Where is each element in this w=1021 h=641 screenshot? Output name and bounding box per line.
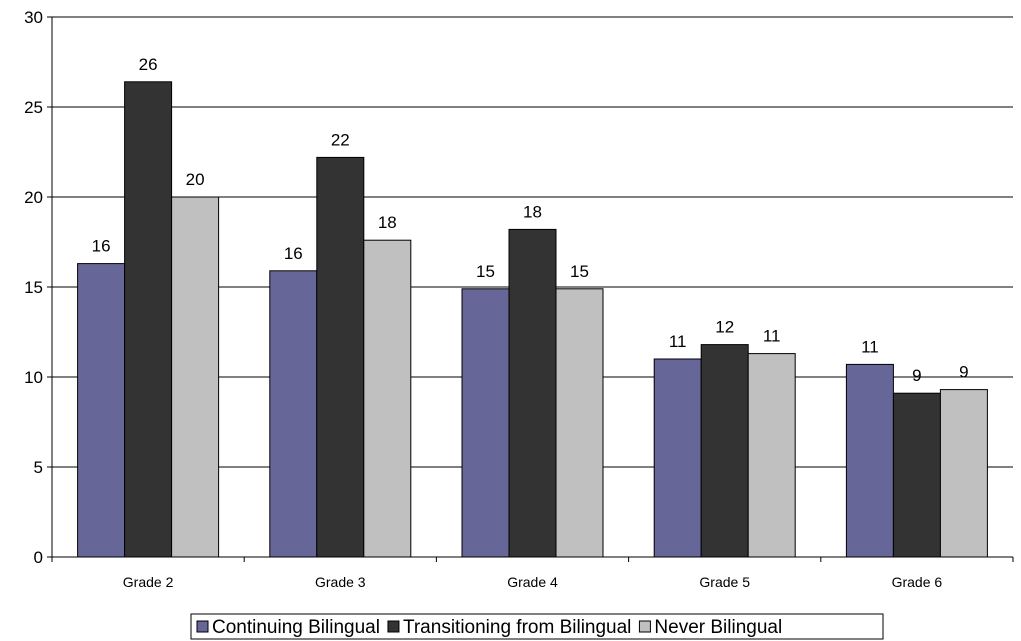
legend: Continuing Bilingual Transitioning from B… — [190, 613, 884, 640]
y-tick-label: 15 — [24, 278, 43, 297]
legend-label: Continuing Bilingual — [212, 617, 380, 638]
y-tick-label: 10 — [24, 368, 43, 387]
data-label: 16 — [92, 237, 111, 256]
x-axis-ticks: Grade 2 Grade 3 Grade 4 Grade 5 Grade 6 — [51, 557, 1014, 590]
data-label: 12 — [715, 318, 734, 337]
legend-swatch — [196, 620, 209, 633]
y-tick-label: 0 — [34, 548, 43, 567]
legend-label: Transitioning from Bilingual — [403, 617, 631, 638]
x-tick-label: Grade 3 — [315, 574, 366, 590]
axes — [51, 17, 1013, 558]
data-label: 11 — [861, 337, 879, 356]
bar — [700, 344, 749, 558]
bar — [939, 389, 988, 558]
y-axis-ticks: 0 5 10 15 20 25 30 — [24, 8, 52, 567]
data-label: 22 — [331, 130, 350, 149]
legend-label: Never Bilingual — [654, 617, 782, 638]
data-labels: 16 26 20 16 22 18 15 18 15 11 12 11 11 9 9 — [92, 55, 969, 385]
data-label: 9 — [912, 366, 921, 385]
bars — [77, 81, 988, 558]
bar — [461, 288, 510, 558]
data-label: 18 — [378, 213, 397, 232]
data-label: 15 — [570, 262, 589, 281]
bar — [892, 392, 941, 558]
x-tick-label: Grade 5 — [699, 574, 750, 590]
legend-swatch — [638, 620, 651, 633]
x-tick-label: Grade 4 — [507, 574, 558, 590]
x-tick-label: Grade 2 — [123, 574, 174, 590]
data-label: 26 — [139, 55, 158, 74]
bar — [316, 156, 365, 558]
bar — [508, 228, 557, 558]
bar — [845, 363, 894, 558]
bar — [77, 263, 126, 558]
data-label: 11 — [763, 327, 781, 346]
bar — [171, 196, 220, 558]
data-label: 16 — [284, 244, 303, 263]
bar — [747, 353, 796, 558]
data-label: 15 — [476, 262, 495, 281]
legend-box — [190, 613, 884, 640]
y-tick-label: 25 — [24, 98, 43, 117]
x-tick-label: Grade 6 — [892, 574, 943, 590]
legend-swatch — [387, 620, 400, 633]
bar — [124, 81, 173, 558]
data-label: 9 — [959, 363, 968, 382]
data-label: 20 — [186, 170, 205, 189]
y-tick-label: 20 — [24, 188, 43, 207]
bar — [269, 270, 318, 558]
y-tick-label: 5 — [34, 458, 43, 477]
data-label: 18 — [523, 202, 542, 221]
bar — [363, 239, 412, 558]
bar — [653, 358, 702, 558]
bar — [555, 288, 604, 558]
data-label: 11 — [669, 332, 687, 351]
y-tick-label: 30 — [24, 8, 43, 27]
